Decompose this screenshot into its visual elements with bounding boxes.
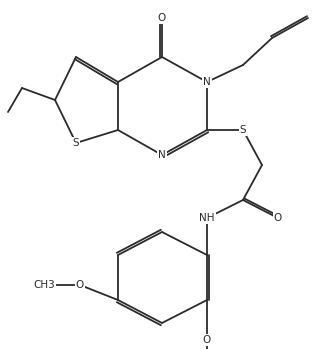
Text: O: O: [158, 13, 166, 23]
Text: O: O: [203, 335, 211, 345]
Text: O: O: [274, 213, 282, 223]
Text: N: N: [158, 150, 166, 160]
Text: S: S: [240, 125, 246, 135]
Text: N: N: [203, 77, 211, 87]
Text: CH3: CH3: [33, 280, 55, 290]
Text: O: O: [76, 280, 84, 290]
Text: S: S: [73, 138, 79, 148]
Text: NH: NH: [199, 213, 215, 223]
